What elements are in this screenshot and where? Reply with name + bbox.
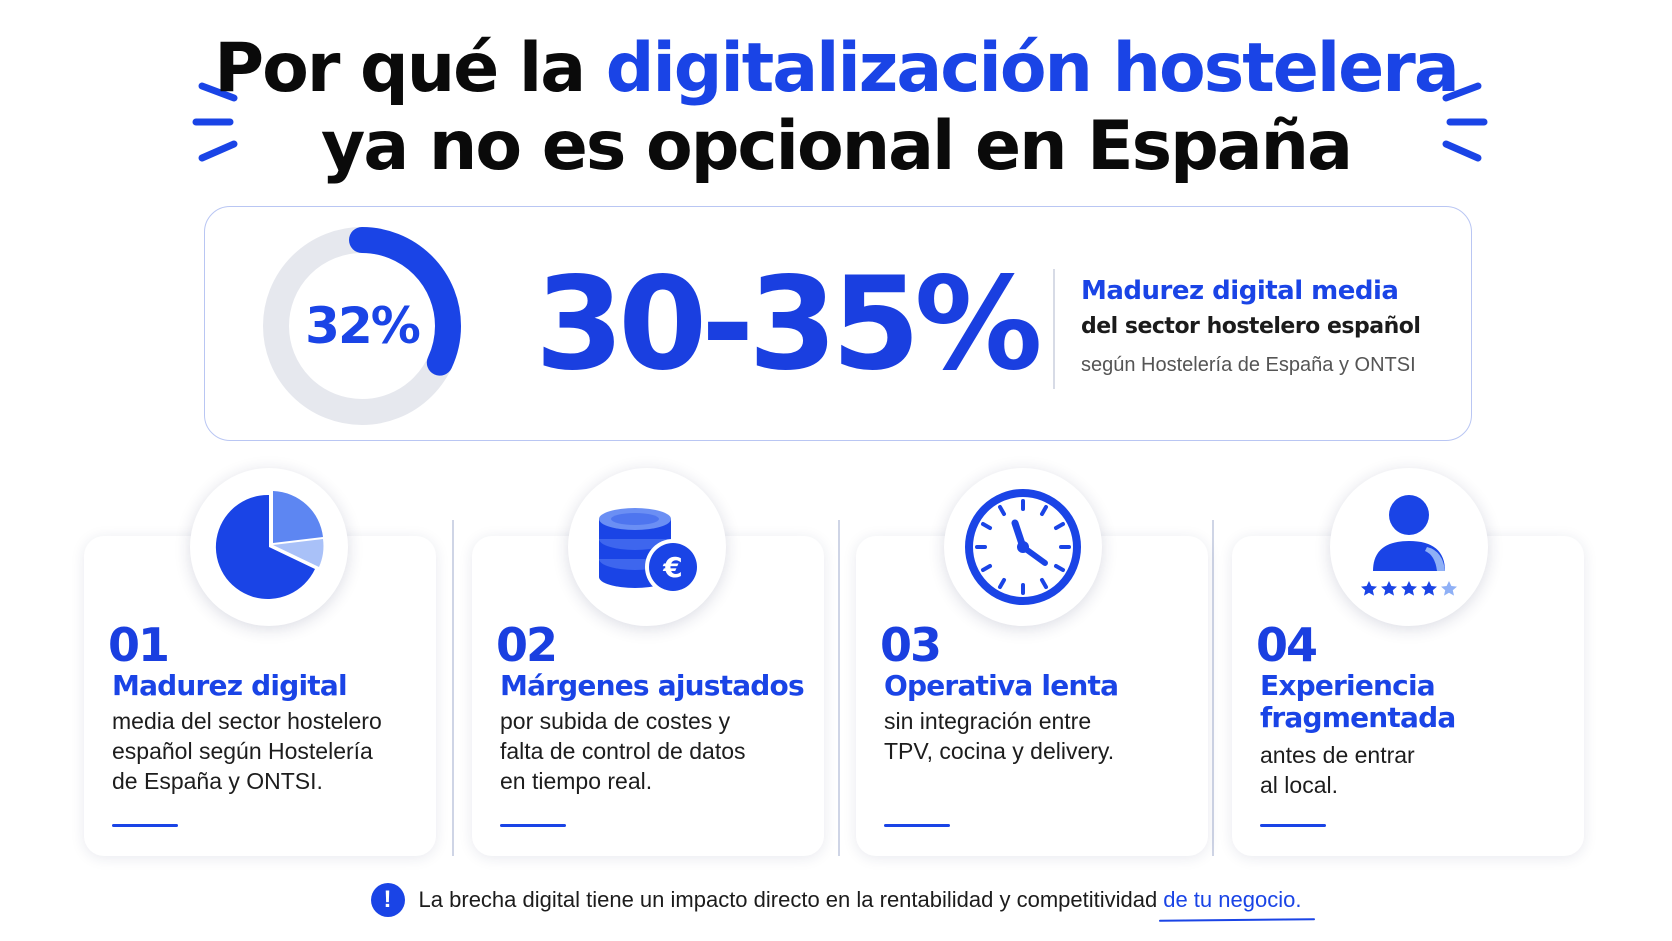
card-underline	[884, 824, 950, 827]
card-description: antes de entrar al local.	[1260, 740, 1580, 800]
card-title: Experiencia fragmentada	[1260, 670, 1580, 734]
card-title: Madurez digital	[112, 669, 348, 702]
footer-highlight: de tu negocio.	[1163, 887, 1302, 912]
alert-icon: !	[370, 883, 405, 917]
decorative-sparks-left	[190, 78, 250, 168]
card-description-line: de España y ONTSI.	[112, 768, 323, 794]
footer-note: ! La brecha digital tiene un impacto dir…	[0, 880, 1672, 920]
card-underline	[1260, 824, 1326, 827]
card-description: por subida de costes y falta de control …	[500, 706, 820, 796]
hero-divider	[1053, 269, 1055, 389]
title-accent: digitalización hostelera	[605, 29, 1460, 108]
decorative-sparks-right	[1430, 78, 1490, 168]
card-description: media del sector hostelero español según…	[112, 706, 432, 796]
page-title: Por qué la digitalización hostelera ya n…	[0, 30, 1672, 186]
card-description-line: al local.	[1260, 772, 1338, 798]
clock-icon	[944, 468, 1102, 626]
card-number: 03	[880, 618, 942, 672]
column-divider	[838, 520, 840, 856]
card-description-line: media del sector hostelero	[112, 708, 382, 734]
hero-stat-card: 32% 30-35% Madurez digital media del sec…	[204, 206, 1472, 441]
donut-chart	[257, 221, 467, 431]
title-line-2: ya no es opcional en España	[321, 107, 1353, 186]
donut-percent-label: 32%	[305, 297, 421, 355]
card-description-line: español según Hostelería	[112, 738, 373, 764]
donut-progress-arc	[263, 227, 461, 425]
card-description-line: falta de control de datos	[500, 738, 746, 764]
range-value: 30-35%	[535, 250, 1043, 399]
column-divider	[452, 520, 454, 856]
footer-text: La brecha digital tiene un impacto direc…	[418, 887, 1158, 912]
card-description-line: antes de entrar	[1260, 742, 1415, 768]
column-divider	[1212, 520, 1214, 856]
card-title: Operativa lenta	[884, 669, 1119, 702]
customer-rating-icon	[1330, 468, 1488, 626]
card-description: sin integración entre TPV, cocina y deli…	[884, 706, 1204, 766]
svg-text:€: €	[662, 551, 682, 584]
hero-subheading: del sector hostelero español	[1081, 314, 1421, 339]
card-number: 01	[108, 618, 170, 672]
card-title: Márgenes ajustados	[500, 669, 805, 702]
card-description-line: sin integración entre	[884, 708, 1092, 734]
hero-source: según Hostelería de España y ONTSI	[1081, 354, 1416, 376]
coins-euro-icon: €	[568, 468, 726, 626]
card-description-line: por subida de costes y	[500, 708, 731, 734]
card-title-line: Experiencia	[1260, 669, 1436, 702]
card-title-line: fragmentada	[1260, 701, 1456, 734]
card-number: 02	[496, 618, 558, 672]
card-number: 04	[1256, 618, 1318, 672]
title-line-1: Por qué la digitalización hostelera	[0, 30, 1672, 108]
title-prefix: Por qué la	[214, 29, 606, 108]
card-underline	[112, 824, 178, 827]
card-description-line: en tiempo real.	[500, 768, 653, 794]
info-card-1: 01 Madurez digital media del sector host…	[84, 536, 436, 856]
card-description-line: TPV, cocina y delivery.	[884, 738, 1115, 764]
hero-heading: Madurez digital media	[1081, 276, 1399, 306]
pie-chart-icon	[190, 468, 348, 626]
hero-description: Madurez digital media del sector hostele…	[1081, 273, 1461, 383]
card-underline	[500, 824, 566, 827]
